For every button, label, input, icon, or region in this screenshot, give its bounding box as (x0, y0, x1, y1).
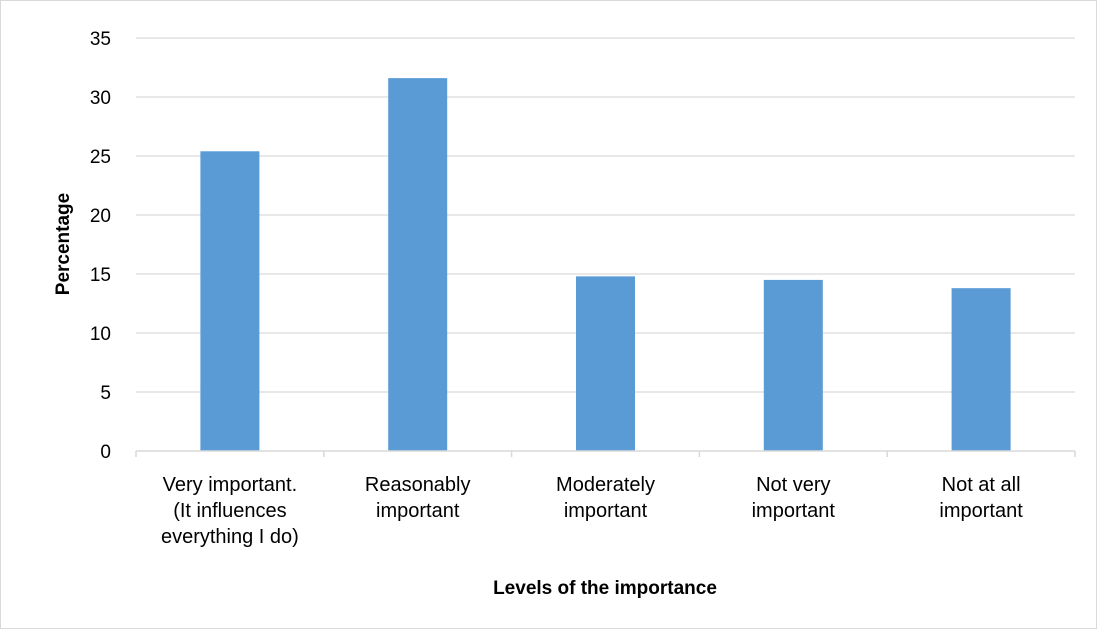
y-tick-label: 10 (90, 324, 111, 345)
y-tick-label: 30 (90, 88, 111, 109)
bar (951, 288, 1011, 451)
bar (200, 151, 260, 451)
y-tick-label: 20 (90, 206, 111, 227)
y-tick-label: 5 (100, 383, 111, 404)
y-tick-labels: 0 5 10 15 20 25 30 35 (90, 29, 111, 463)
y-tick-label: 0 (100, 442, 111, 463)
x-tick-labels: Very important. (It influences everything … (161, 474, 1023, 548)
y-tick-label: 35 (90, 29, 111, 50)
x-tick-label: Reasonably important (365, 474, 471, 522)
x-axis-title: Levels of the importance (493, 578, 717, 599)
x-tick-label: Very important. (It influences everything … (161, 474, 299, 548)
x-tick-label: Not at all important (939, 474, 1023, 522)
axes (135, 450, 1076, 457)
bars (200, 78, 1011, 452)
x-tick-label: Moderately important (556, 474, 655, 522)
bar (763, 279, 823, 451)
x-tick-label: Not very important (752, 474, 836, 522)
y-tick-label: 15 (90, 265, 111, 286)
y-tick-label: 25 (90, 147, 111, 168)
bar (388, 78, 448, 452)
y-axis-title: Percentage (53, 193, 74, 295)
gridlines (136, 37, 1075, 393)
bar (576, 276, 635, 451)
